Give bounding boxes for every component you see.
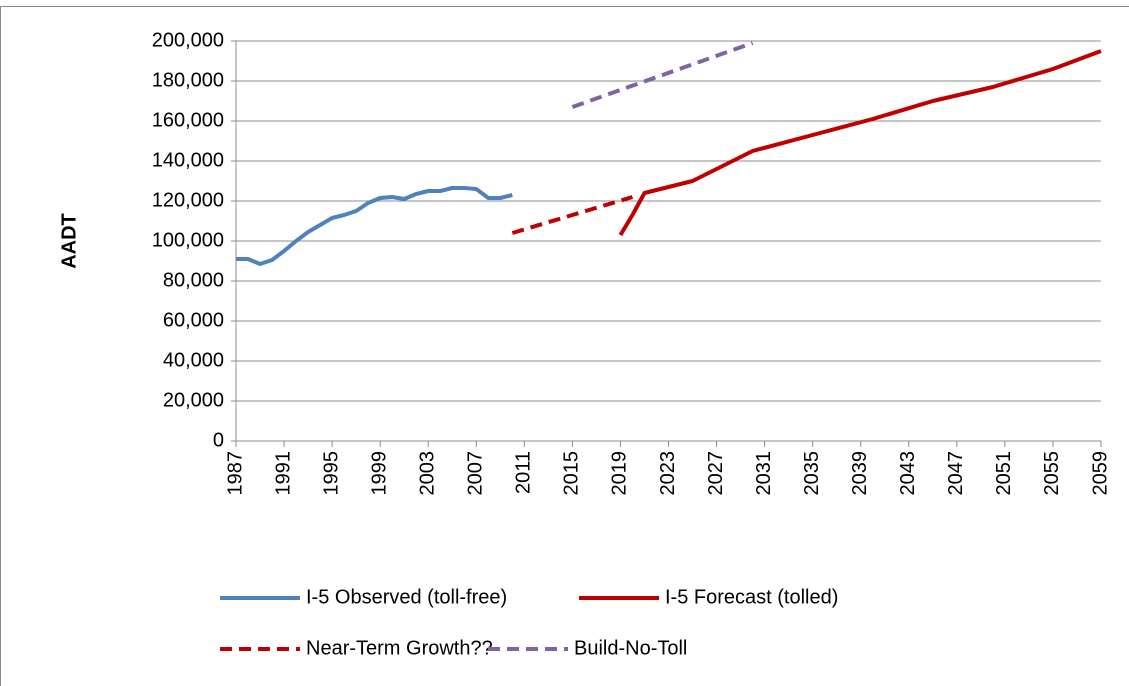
y-tick-label: 180,000 [152,69,224,91]
chart-border [0,6,1129,686]
x-tick-label: 1999 [368,451,390,496]
legend-label: Build-No-Toll [574,637,687,659]
x-tick-label: 2031 [753,451,775,496]
x-tick-label: 2007 [465,451,487,496]
series-line [618,49,1102,237]
x-tick-label: 2015 [561,451,583,496]
x-tick-label: 2043 [897,451,919,496]
y-tick-label: 0 [213,429,224,451]
x-tick-label: 2003 [417,451,439,496]
x-tick-label: 2035 [801,451,823,496]
series-line [511,195,634,235]
x-tick-label: 2023 [657,451,679,496]
legend-label: I-5 Forecast (tolled) [665,586,838,608]
y-tick-label: 20,000 [163,389,224,411]
y-tick-label: 60,000 [163,309,224,331]
y-tick-label: 40,000 [163,349,224,371]
x-tick-label: 2055 [1041,451,1063,496]
x-tick-label: 2047 [945,451,967,496]
x-tick-label: 1991 [272,451,294,496]
x-tick-label: 2039 [849,451,871,496]
x-tick-label: 2027 [705,451,727,496]
legend-label: Near-Term Growth?? [306,637,493,659]
x-tick-label: 2051 [993,451,1015,496]
y-tick-label: 140,000 [152,149,224,171]
y-axis-label: AADT [58,213,80,269]
legend-label: I-5 Observed (toll-free) [306,586,507,608]
x-tick-label: 2019 [609,451,631,496]
y-tick-label: 200,000 [152,29,224,51]
x-tick-label: 2011 [513,451,535,494]
x-tick-label: 1987 [224,451,246,496]
x-tick-label: 2059 [1089,451,1111,496]
series-line [236,186,513,266]
x-tick-label: 1995 [320,451,342,496]
series-line [571,41,754,109]
y-tick-label: 120,000 [152,189,224,211]
y-tick-label: 80,000 [163,269,224,291]
y-tick-label: 100,000 [152,229,224,251]
y-tick-label: 160,000 [152,109,224,131]
